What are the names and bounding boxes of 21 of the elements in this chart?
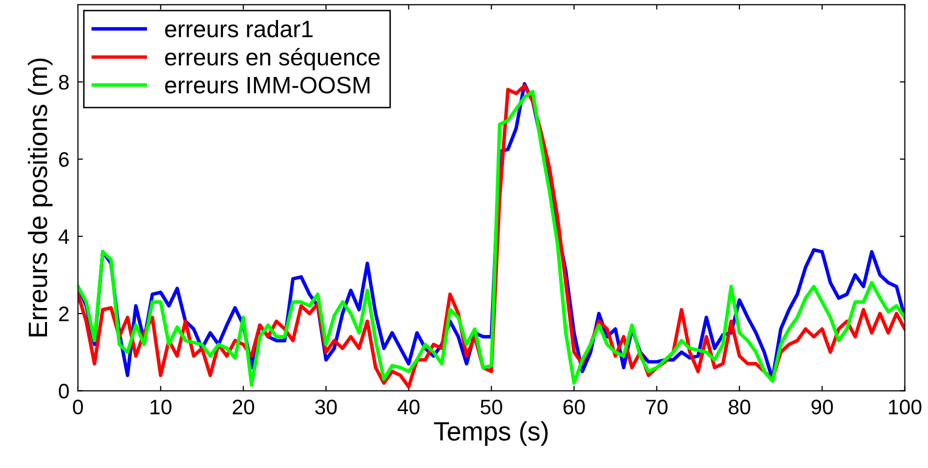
y-tick-label: 6	[59, 152, 69, 167]
y-tick-label: 0	[58, 384, 69, 399]
x-tick-label: 0	[72, 400, 83, 414]
x-tick-label: 50	[480, 400, 502, 414]
y-tick-label: 4	[58, 230, 70, 244]
x-tick-label: 80	[728, 400, 750, 414]
x-axis-title: Temps (s)	[434, 421, 548, 446]
x-tick-label: 100	[889, 400, 922, 414]
y-axis-title: Erreurs de positions (m)	[28, 58, 52, 336]
legend-label: erreurs radar1	[165, 20, 313, 38]
x-tick-label: 70	[646, 400, 668, 414]
x-tick-label: 40	[398, 400, 420, 414]
y-tick-label: 2	[59, 306, 69, 322]
x-tick-label: 30	[315, 400, 337, 414]
x-tick-label: 90	[812, 400, 833, 414]
x-tick-label: 10	[150, 400, 172, 414]
y-tick-label: 8	[58, 74, 69, 90]
legend-label: erreurs en séquence	[165, 48, 380, 70]
x-tick-label: 60	[564, 400, 585, 414]
legend-label: erreurs IMM-OOSM	[165, 76, 370, 94]
x-tick-label: 20	[232, 400, 254, 414]
